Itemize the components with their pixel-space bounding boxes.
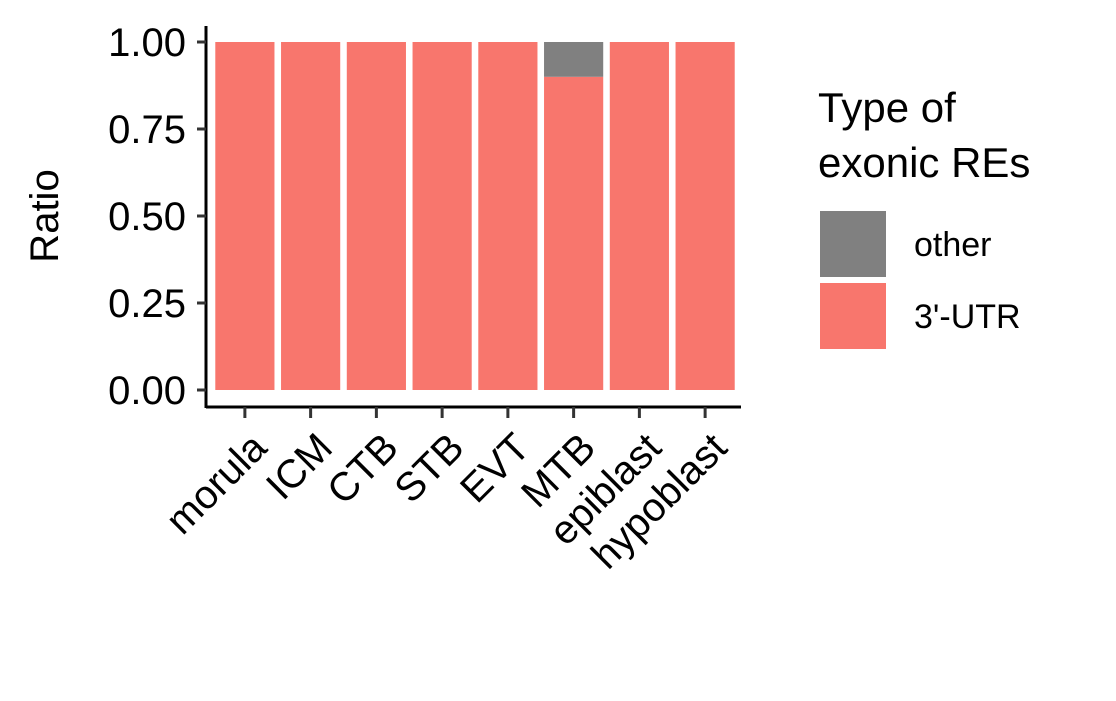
bar-epiblast-3-utr <box>609 42 669 390</box>
bar-hypoblast-3-utr <box>675 42 735 390</box>
legend-title-line-1: Type of <box>818 84 956 131</box>
bar-morula-3-utr <box>215 42 275 390</box>
bar-evt-3-utr <box>478 42 538 390</box>
x-tick-label-morula: morula <box>158 425 276 543</box>
y-axis-title: Ratio <box>23 169 67 262</box>
bar-mtb-other <box>544 42 604 77</box>
legend-key-other <box>820 211 886 277</box>
y-tick-label: 1.00 <box>108 21 186 65</box>
y-tick-label: 0.50 <box>108 195 186 239</box>
legend-key-3-utr <box>820 283 886 349</box>
y-tick-label: 0.25 <box>108 282 186 326</box>
legend: Type of exonic REs other 3'-UTR <box>818 84 1030 349</box>
bar-ctb-3-utr <box>346 42 406 390</box>
legend-label-3-utr: 3'-UTR <box>914 298 1021 336</box>
legend-entries: other 3'-UTR <box>820 211 1021 349</box>
bars-layer <box>215 42 735 391</box>
x-tick-label-stb: STB <box>386 425 472 511</box>
legend-label-other: other <box>914 226 992 264</box>
y-tick-label: 0.75 <box>108 108 186 152</box>
bar-icm-3-utr <box>281 42 341 390</box>
x-tick-label-icm: ICM <box>258 425 341 508</box>
y-tick-label: 0.00 <box>108 369 186 413</box>
legend-title-line-2: exonic REs <box>818 139 1030 186</box>
bar-stb-3-utr <box>412 42 472 390</box>
x-tick-label-ctb: CTB <box>319 425 407 513</box>
y-axis-ticks: 0.00 0.25 0.50 0.75 1.00 <box>108 21 206 413</box>
bar-mtb-3-utr <box>544 76 604 391</box>
